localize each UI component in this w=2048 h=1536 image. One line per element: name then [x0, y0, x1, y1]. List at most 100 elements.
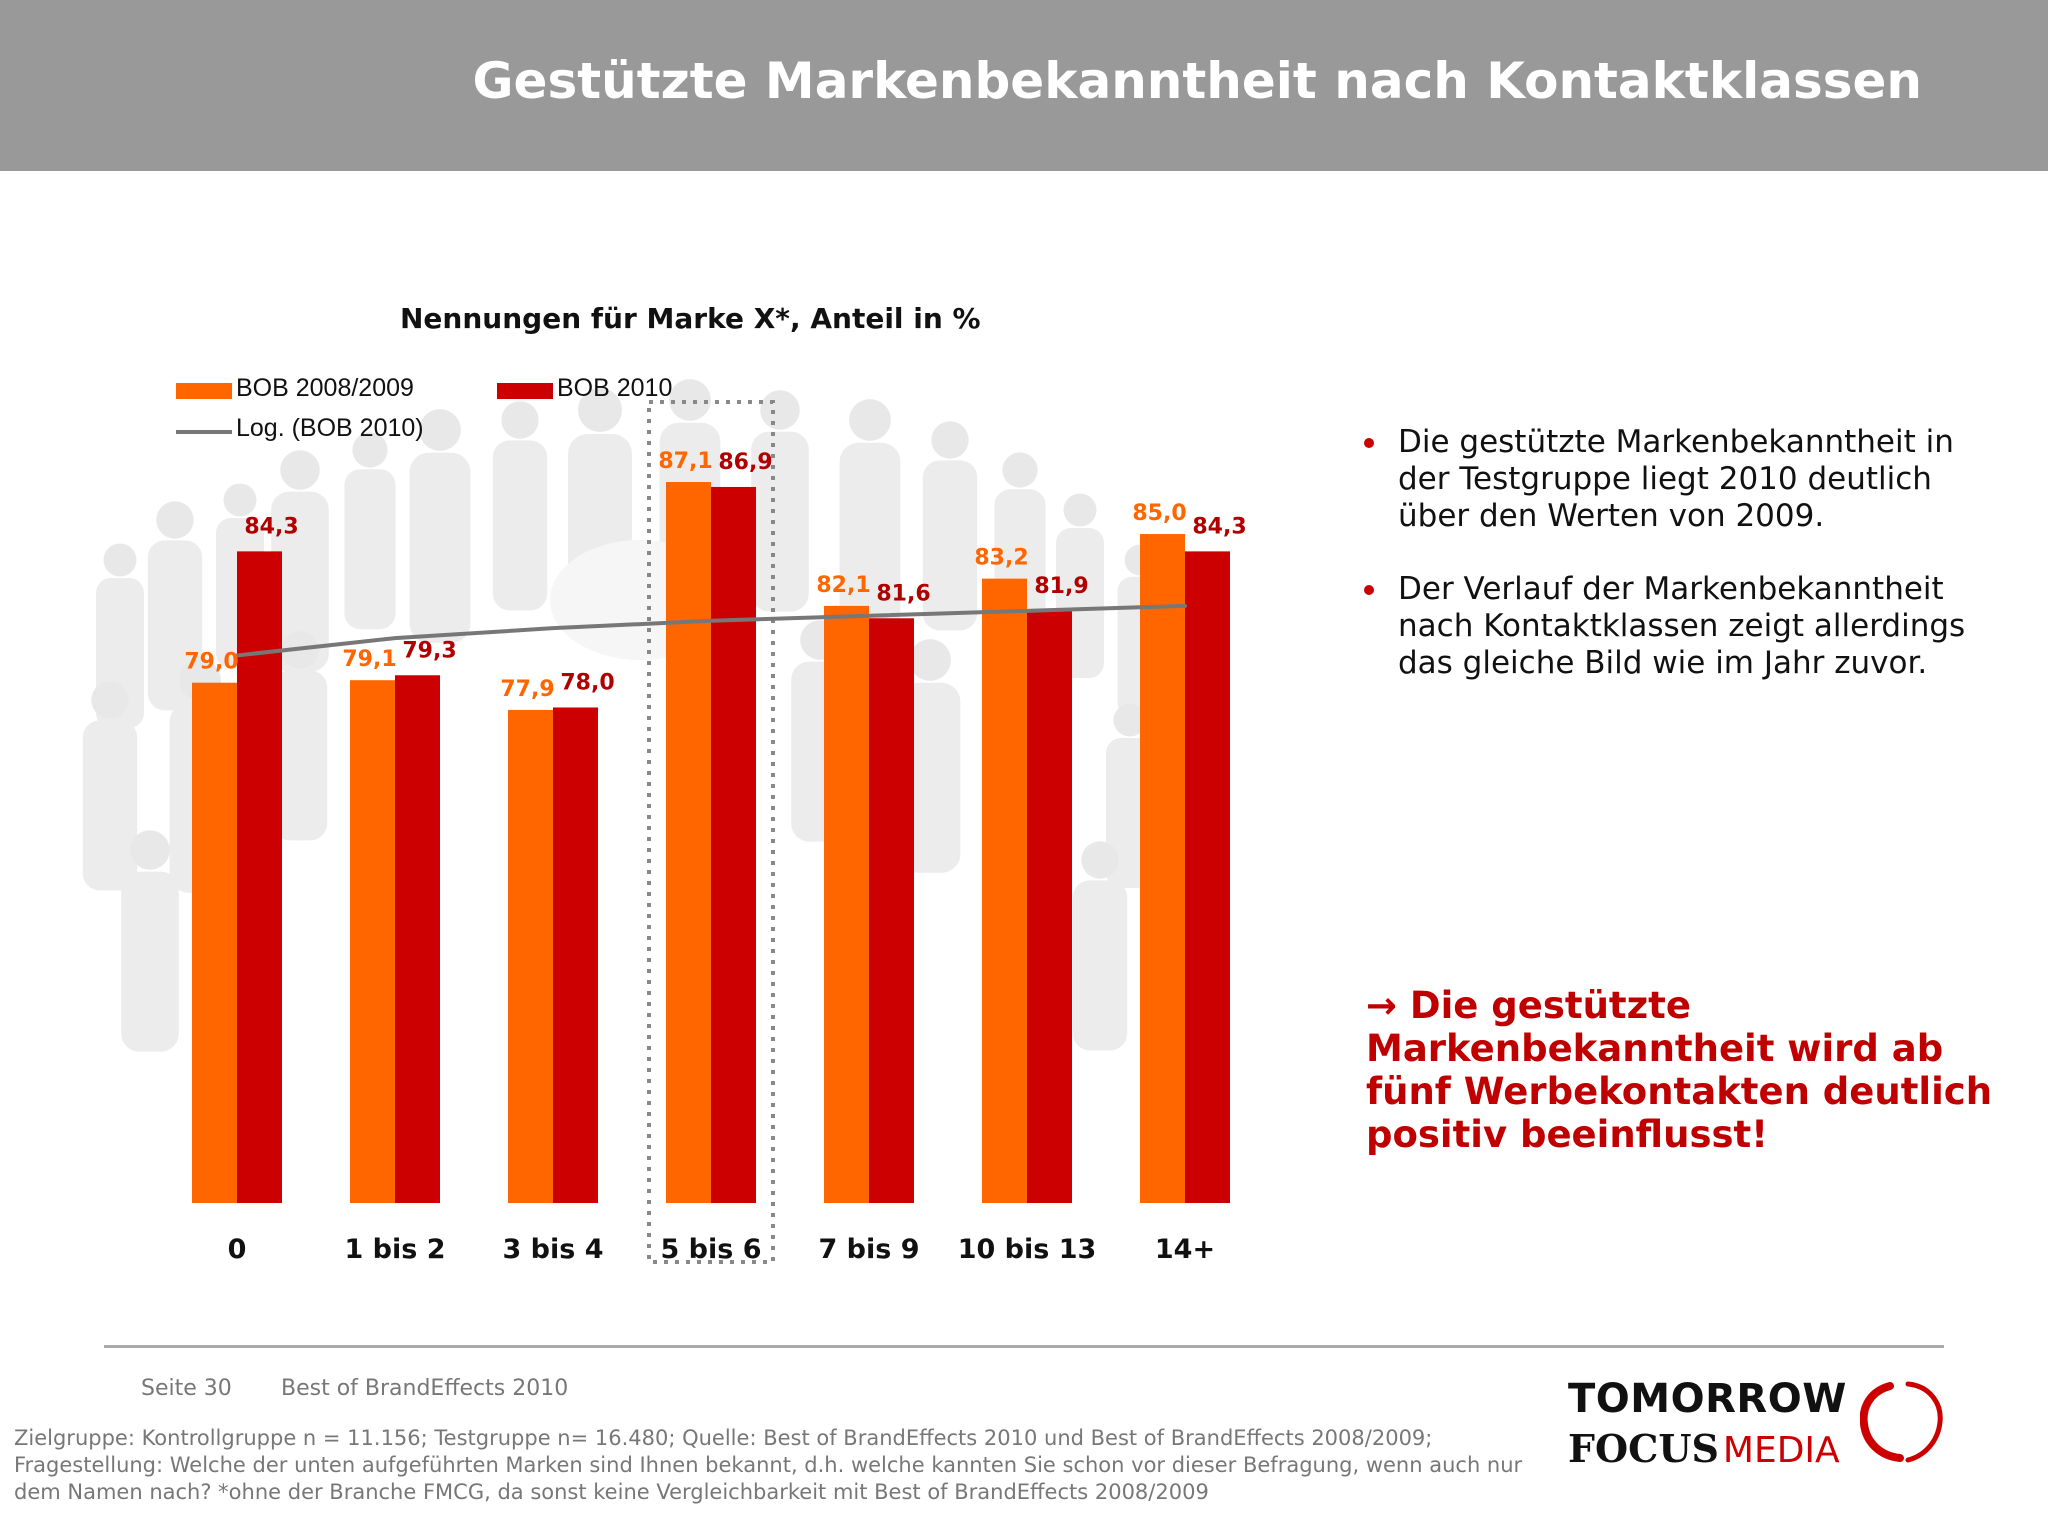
- crowd-figure-body: [1072, 880, 1128, 1051]
- legend-label: Log. (BOB 2010): [236, 414, 424, 442]
- crowd-figure-body: [839, 442, 901, 633]
- crowd-figure-head: [931, 421, 969, 459]
- bullet-text: Die gestützte Markenbekanntheit in der T…: [1398, 424, 1954, 534]
- crowd-figure-body: [272, 670, 328, 841]
- bullet-item: Der Verlauf der Markenbekanntheit nach K…: [1362, 571, 2002, 682]
- data-label-bob-2008-2009-3: 87,1: [658, 449, 712, 474]
- crowd-figure-head: [1113, 703, 1147, 737]
- logo-text-tomorrow: TOMORROW: [1568, 1376, 1847, 1422]
- bullet-list: Die gestützte Markenbekanntheit in der T…: [1362, 424, 2002, 718]
- trendline-log-bob-2010: [235, 603, 1187, 658]
- crowd-figure-head: [419, 409, 461, 451]
- highlight-box: [647, 400, 775, 1264]
- crowd-figure-head: [223, 483, 257, 517]
- crowd-figure-body: [344, 469, 396, 630]
- crowd-figure-head: [578, 388, 622, 432]
- legend-swatch-red: [497, 383, 553, 399]
- page-title: Gestützte Markenbekanntheit nach Kontakt…: [472, 52, 1923, 110]
- bar-bob-2010-0: [237, 551, 282, 1203]
- bar-chart: 79,0 79,177,987,182,183,285,084,379,378,0…: [82, 379, 1247, 1265]
- legend-swatch-orange: [176, 383, 232, 399]
- logo-ring-icon: [1860, 1381, 1943, 1463]
- bar-bob-2008-2009-3: [666, 482, 711, 1203]
- bar-bob-2010-1: [395, 675, 440, 1203]
- header-bar: Gestützte Markenbekanntheit nach Kontakt…: [0, 0, 2048, 171]
- bar-bob-2008-2009-6: [1140, 534, 1185, 1203]
- category-label-4: 7 bis 9: [818, 1234, 919, 1265]
- crowd-figure-head: [760, 390, 800, 430]
- crowd-figure-head: [280, 450, 320, 490]
- conclusion-text: Die gestützte Markenbekanntheit wird ab …: [1366, 984, 1993, 1156]
- footnote: Zielgruppe: Kontrollgruppe n = 11.156; T…: [14, 1426, 1523, 1504]
- data-label-bob-2010-1: 79,3: [402, 638, 456, 663]
- logo-text-line2: FOCUS MEDIA: [1568, 1426, 1840, 1471]
- data-label-bob-2010-5: 81,9: [1034, 574, 1088, 599]
- trendline-group: [235, 603, 1187, 658]
- bar-bob-2010-4: [869, 618, 914, 1203]
- bar-bob-2008-2009-4: [824, 605, 869, 1203]
- arrow-right-icon: →: [1366, 984, 1398, 1027]
- bullet-text: Der Verlauf der Markenbekanntheit nach K…: [1398, 571, 1966, 681]
- highlight-box-group: [647, 400, 775, 1264]
- crowd-figure-head: [849, 399, 891, 441]
- category-label-0: 0: [228, 1234, 247, 1265]
- bars-group: [192, 482, 1230, 1203]
- company-logo: TOMORROW FOCUS MEDIA: [1568, 1372, 1948, 1482]
- page-number: Seite 30: [141, 1376, 232, 1401]
- logo-text-focus: FOCUS: [1568, 1426, 1719, 1471]
- bullet-dot-icon: [1364, 438, 1374, 448]
- legend-label: BOB 2008/2009: [236, 374, 414, 402]
- bar-bob-2008-2009-1: [350, 680, 395, 1203]
- bar-bob-2010-6: [1185, 551, 1230, 1203]
- crowd-figure-body: [409, 452, 471, 643]
- bar-bob-2008-2009-2: [508, 709, 553, 1203]
- bar-bob-2010-5: [1027, 610, 1072, 1203]
- category-label-2: 3 bis 4: [502, 1234, 603, 1265]
- crowd-figure-head: [156, 501, 194, 539]
- data-label-bob-2008-2009-1: 79,1: [342, 647, 396, 672]
- bullet-dot-icon: [1364, 585, 1374, 595]
- crowd-figure-body: [922, 460, 978, 631]
- crowd-figure-head: [1081, 841, 1119, 879]
- crowd-figure-head: [909, 639, 951, 681]
- category-label-5: 10 bis 13: [958, 1234, 1097, 1265]
- data-label-bob-2008-2009-0: 79,0: [184, 650, 238, 675]
- crowd-figure-head: [1002, 452, 1038, 488]
- crowd-figure-body: [121, 871, 179, 1052]
- legend-line-gray: [176, 430, 232, 434]
- category-label-6: 14+: [1155, 1234, 1215, 1265]
- footer-divider: [104, 1345, 1944, 1348]
- legend-label: BOB 2010: [557, 374, 673, 402]
- bar-bob-2008-2009-0: [192, 682, 237, 1203]
- crowd-figure-head: [91, 681, 129, 719]
- data-label-bob-2010-4: 81,6: [876, 581, 930, 606]
- crowd-figure-head: [669, 379, 711, 421]
- data-label-bob-2008-2009-4: 82,1: [816, 573, 870, 598]
- bar-bob-2010-3: [711, 486, 756, 1203]
- data-label-bob-2010-6: 84,3: [1192, 514, 1246, 539]
- crowd-figure-head: [1063, 493, 1097, 527]
- bar-bob-2008-2009-5: [982, 578, 1027, 1203]
- crowd-figure-body: [751, 431, 809, 612]
- data-label-bob-2008-2009-5: 83,2: [974, 546, 1028, 571]
- crowd-figure-head: [352, 432, 388, 468]
- logo-text-media: MEDIA: [1722, 1430, 1840, 1471]
- crowd-figure-head: [501, 401, 539, 439]
- data-label-bob-2010-2: 78,0: [560, 670, 614, 695]
- crowd-figure-body: [82, 720, 138, 891]
- footer-source: Best of BrandEffects 2010: [281, 1376, 569, 1401]
- data-label-bob-2010-0: 84,3: [244, 514, 298, 539]
- crowd-figure-head: [103, 543, 137, 577]
- chart-title: Nennungen für Marke X*, Anteil in %: [400, 302, 981, 335]
- crowd-figure-body: [492, 440, 548, 611]
- category-label-3: 5 bis 6: [660, 1234, 761, 1265]
- conclusion-callout: → Die gestützte Markenbekanntheit wird a…: [1366, 984, 2006, 1156]
- data-labels-group: 79,0 79,177,987,182,183,285,084,379,378,0…: [184, 449, 1246, 702]
- category-labels-group: 0 1 bis 2 3 bis 4 5 bis 6 7 bis 9 10 bis 13 14…: [228, 1234, 1216, 1265]
- crowd-figure-body: [271, 491, 329, 672]
- data-label-bob-2008-2009-6: 85,0: [1132, 501, 1186, 526]
- category-label-1: 1 bis 2: [344, 1234, 445, 1265]
- bar-bob-2010-2: [553, 707, 598, 1203]
- data-label-bob-2010-3: 86,9: [718, 450, 772, 475]
- crowd-figure-head: [130, 830, 170, 870]
